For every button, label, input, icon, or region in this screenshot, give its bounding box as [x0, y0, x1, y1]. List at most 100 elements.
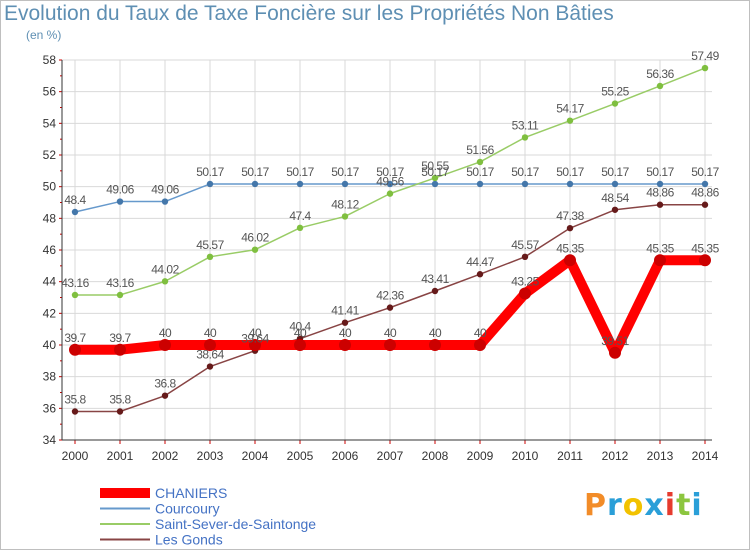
data-label: 47.38: [556, 209, 584, 223]
x-tick-label: 2014: [692, 449, 719, 463]
data-point: [699, 254, 711, 267]
data-label: 48.4: [64, 193, 86, 207]
data-label: 50.17: [286, 165, 314, 179]
data-point: [476, 271, 484, 278]
data-point: [116, 408, 124, 415]
x-tick-label: 2003: [197, 449, 224, 463]
y-tick-label: 50: [43, 180, 57, 194]
data-point: [296, 180, 304, 188]
data-label: 55.25: [601, 85, 629, 99]
y-tick-label: 36: [43, 401, 57, 415]
x-tick-label: 2013: [647, 449, 674, 463]
data-label: 50.17: [646, 165, 674, 179]
data-label: 49.06: [151, 183, 179, 197]
data-label: 39.51: [601, 334, 629, 348]
data-label: 50.55: [421, 159, 449, 173]
data-label: 40: [339, 326, 352, 340]
data-label: 36.8: [154, 377, 176, 391]
logo-letter: r: [607, 488, 623, 523]
series: [69, 64, 711, 415]
data-label: 50.17: [511, 165, 539, 179]
data-point: [296, 224, 304, 232]
data-label: 50.17: [376, 165, 404, 179]
data-point: [609, 346, 621, 359]
data-point: [386, 304, 394, 311]
logo-letter: i: [691, 488, 703, 523]
legend-label: Courcoury: [155, 501, 220, 517]
data-label: 44.02: [151, 262, 179, 276]
data-label: 40: [429, 326, 442, 340]
data-point: [341, 180, 349, 188]
unit-label: (en %): [26, 28, 62, 42]
data-point: [521, 180, 529, 188]
data-label: 40: [249, 326, 262, 340]
data-label: 40: [159, 326, 172, 340]
y-tick-label: 54: [43, 116, 57, 130]
data-point: [69, 343, 81, 356]
axes: 34 36 38 40 42 44 46 48 50 52 54 56 58 2000 2001 2002 20…: [43, 53, 719, 463]
data-point: [204, 339, 216, 351]
logo-letter: i: [664, 488, 677, 523]
data-point: [294, 339, 306, 351]
data-label: 49.56: [376, 175, 404, 189]
data-point: [249, 339, 261, 351]
data-point: [476, 158, 484, 166]
data-label: 40.4: [289, 320, 311, 334]
x-tick-label: 2010: [512, 449, 539, 463]
data-label: 50.17: [241, 165, 269, 179]
data-label: 39.64: [241, 332, 269, 346]
data-label: 50.17: [466, 165, 494, 179]
data-label: 51.56: [466, 143, 494, 157]
data-label: 50.17: [691, 165, 719, 179]
data-point: [114, 343, 126, 356]
data-label: 43.25: [511, 275, 539, 289]
data-point: [206, 363, 214, 370]
data-label: 42.36: [376, 289, 404, 303]
data-point: [71, 208, 79, 216]
data-point: [611, 180, 619, 188]
legend-label: CHANIERS: [155, 485, 227, 501]
proxiti-logo[interactable]: Proxiti: [584, 488, 703, 523]
data-label: 50.17: [196, 165, 224, 179]
data-point: [71, 408, 79, 415]
data-label: 39.7: [64, 331, 86, 345]
data-point: [564, 254, 576, 267]
data-label: 39.7: [109, 331, 131, 345]
x-tick-label: 2009: [467, 449, 494, 463]
y-tick-label: 34: [43, 433, 57, 447]
data-label: 41.41: [331, 304, 359, 318]
data-point: [701, 201, 709, 208]
legend-label: Saint-Sever-de-Saintonge: [155, 516, 316, 532]
data-label: 48.86: [691, 186, 719, 200]
data-label: 45.57: [511, 238, 539, 252]
y-tick-label: 42: [43, 306, 57, 320]
data-point: [611, 206, 619, 213]
data-point: [429, 339, 441, 351]
data-point: [701, 180, 709, 188]
data-point: [474, 339, 486, 351]
data-label: 38.64: [196, 348, 224, 362]
data-label: 35.8: [109, 393, 131, 407]
data-point: [116, 291, 124, 299]
data-label: 48.54: [601, 191, 629, 205]
data-point: [521, 134, 529, 141]
data-point: [654, 254, 666, 267]
y-tick-label: 52: [43, 148, 57, 162]
data-point: [159, 339, 171, 351]
logo-letter: t: [676, 488, 692, 523]
data-point: [656, 180, 664, 188]
data-label: 50.17: [556, 165, 584, 179]
data-label: 45.35: [691, 241, 719, 255]
data-label: 45.57: [196, 238, 224, 252]
data-point: [71, 291, 79, 299]
data-label: 35.8: [64, 393, 86, 407]
data-point: [701, 64, 709, 72]
data-label: 40: [384, 326, 397, 340]
data-labels: 39.7 39.7 40 40 40 40 40 40 40 40 43.25 45.35 39.51 4…: [61, 49, 720, 407]
data-point: [431, 174, 439, 182]
data-point: [386, 190, 394, 197]
data-point: [384, 339, 396, 351]
data-point: [566, 117, 574, 124]
data-label: 50.17: [421, 165, 449, 179]
data-point: [656, 82, 664, 90]
